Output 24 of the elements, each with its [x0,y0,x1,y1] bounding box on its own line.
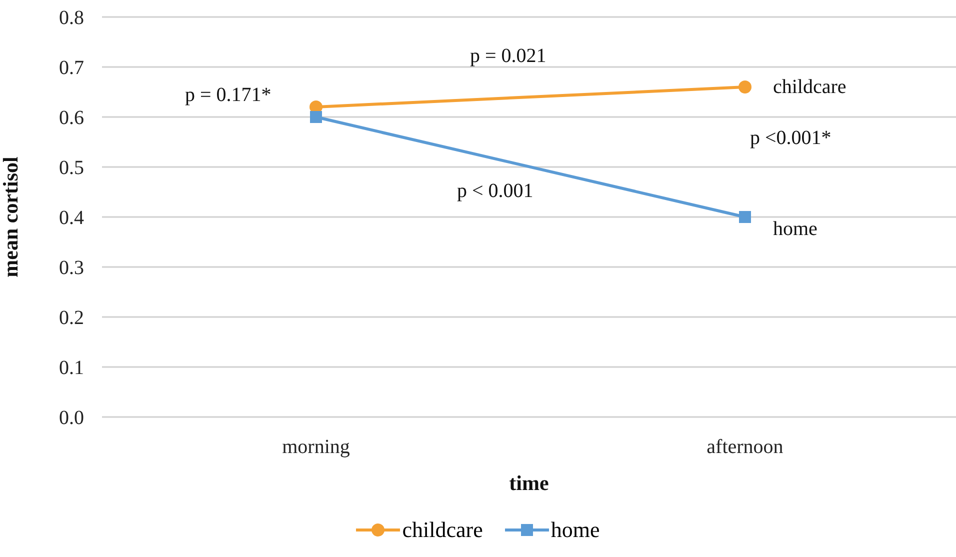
y-tick-label: 0.8 [59,7,84,30]
point [738,80,752,94]
y-tick-label: 0.0 [59,407,84,430]
annotation: p <0.001* [750,127,832,150]
point [739,211,751,223]
x-tick-label: morning [282,436,350,458]
y-axis-title: mean cortisol [0,156,22,278]
annotation: p < 0.001 [457,180,534,203]
y-tick-label: 0.6 [59,107,84,130]
text: home [773,218,818,240]
y-tick-label: 0.1 [59,357,84,380]
x-tick-label: afternoon [706,436,784,458]
point [310,111,322,123]
legend-label: childcare [402,517,483,543]
y-tick-label: 0.4 [59,207,84,230]
y-tick-label: 0.3 [59,257,84,280]
annotation: p = 0.021 [470,45,546,68]
y-tick-label: 0.5 [59,157,84,180]
annotation: p = 0.171* [185,84,272,107]
text: childcare [773,76,846,98]
y-tick-label: 0.7 [59,57,84,80]
x-axis-title: time [509,470,549,495]
y-tick-label: 0.2 [59,307,84,330]
legend-label: home [550,517,600,543]
